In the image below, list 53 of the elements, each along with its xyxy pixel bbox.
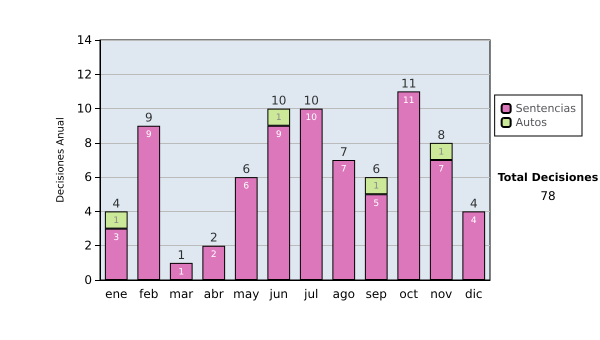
total-label: 4 bbox=[470, 196, 478, 210]
total-label: 4 bbox=[112, 196, 120, 210]
x-tick-label: sep bbox=[366, 287, 387, 301]
y-axis-title: Decisiones Anual bbox=[55, 117, 66, 203]
data-label: 6 bbox=[243, 182, 250, 192]
total-label: 7 bbox=[340, 145, 348, 159]
data-label: 1 bbox=[373, 182, 380, 192]
text: 78 bbox=[540, 189, 556, 203]
data-label: 1 bbox=[113, 216, 120, 226]
total-label: 10 bbox=[271, 94, 286, 108]
x-tick-label: jul bbox=[303, 287, 318, 301]
y-tick-label: 14 bbox=[76, 33, 92, 47]
x-tick-label: may bbox=[233, 287, 260, 301]
data-label: 4 bbox=[470, 216, 477, 226]
data-label: 10 bbox=[306, 113, 318, 124]
y-tick-label: 8 bbox=[84, 136, 92, 150]
data-label: 5 bbox=[373, 198, 380, 209]
x-tick-label: ene bbox=[105, 287, 128, 301]
legend-label: Autos bbox=[516, 116, 548, 129]
data-label: 11 bbox=[403, 96, 414, 106]
y-tick-label: 2 bbox=[84, 238, 92, 253]
data-label: 7 bbox=[340, 164, 347, 174]
x-tick-label: ago bbox=[332, 287, 355, 301]
data-label: 1 bbox=[178, 267, 184, 278]
y-tick-label: 0 bbox=[84, 273, 92, 287]
y-tick-label: 4 bbox=[84, 204, 92, 218]
data-label: 9 bbox=[276, 130, 282, 140]
legend-label: Sentencias bbox=[516, 102, 576, 115]
x-tick-label: feb bbox=[139, 287, 158, 301]
y-tick-label: 6 bbox=[84, 170, 92, 184]
total-label: 6 bbox=[242, 162, 250, 176]
total-label: 9 bbox=[144, 110, 153, 125]
total-label: 8 bbox=[437, 128, 446, 142]
x-tick-label: mar bbox=[169, 287, 194, 301]
data-label: 9 bbox=[146, 130, 152, 140]
total-label: 1 bbox=[177, 248, 186, 262]
data-label: 1 bbox=[438, 147, 444, 158]
total-label: 2 bbox=[210, 230, 218, 245]
data-label: 1 bbox=[276, 113, 282, 124]
x-tick-label: oct bbox=[399, 287, 418, 301]
data-label: 2 bbox=[210, 250, 217, 260]
total-label: 11 bbox=[401, 76, 416, 90]
y-tick-label: 12 bbox=[76, 67, 92, 82]
total-label: 10 bbox=[304, 94, 319, 108]
data-label: 3 bbox=[113, 233, 120, 244]
text: Total Decisiones bbox=[498, 171, 599, 184]
y-tick-label: 10 bbox=[76, 102, 92, 116]
x-tick-label: abr bbox=[204, 287, 224, 301]
x-tick-label: jun bbox=[268, 287, 288, 301]
x-tick-label: nov bbox=[430, 287, 452, 301]
x-tick-label: dic bbox=[464, 287, 483, 301]
total-label: 6 bbox=[372, 162, 380, 176]
data-label: 7 bbox=[438, 164, 444, 174]
